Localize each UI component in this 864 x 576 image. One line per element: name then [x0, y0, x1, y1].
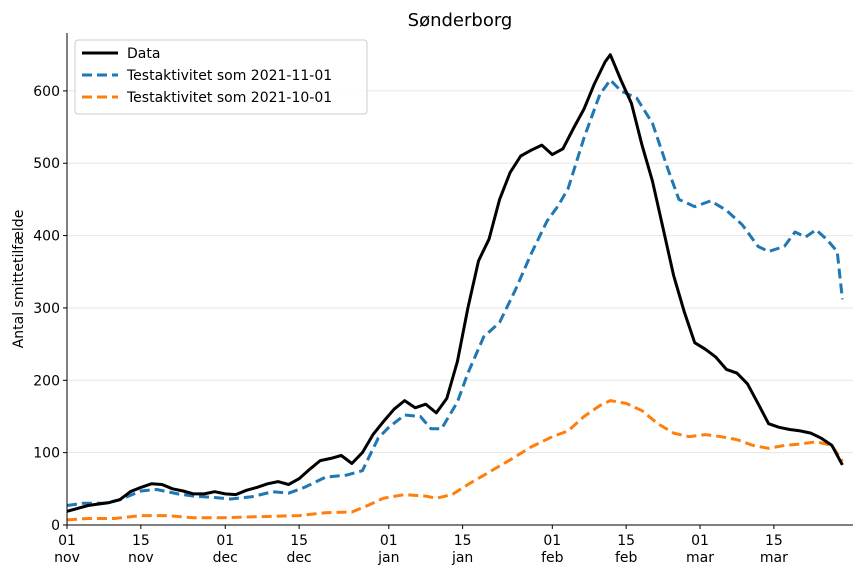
x-tick-label-month: dec	[287, 550, 312, 566]
x-tick-label-month: jan	[377, 550, 399, 566]
x-tick-label-month: nov	[54, 550, 80, 566]
series-line-2	[66, 399, 844, 522]
y-tick-label: 400	[33, 229, 60, 245]
y-axis-ticks: 0 100 200 300 400 500 600	[33, 84, 67, 534]
y-tick-label: 600	[33, 84, 60, 100]
series-line-1	[66, 78, 844, 507]
x-tick-label-day: 15	[765, 533, 783, 549]
series-line-0	[66, 53, 844, 513]
legend: Data Testaktivitet som 2021-11-01 Testakti…	[74, 39, 368, 115]
x-tick-label-day: 15	[454, 533, 472, 549]
x-tick-label-month: nov	[128, 550, 154, 566]
x-tick-label-month: dec	[213, 550, 238, 566]
legend-label-0: Data	[127, 46, 160, 62]
x-tick-label-day: 01	[58, 533, 76, 549]
x-tick-label-day: 15	[290, 533, 308, 549]
x-tick-label-day: 01	[543, 533, 561, 549]
x-tick-label-day: 15	[132, 533, 150, 549]
legend-frame	[74, 39, 368, 115]
legend-label-2: Testaktivitet som 2021-10-01	[126, 90, 332, 106]
x-tick-label-day: 15	[617, 533, 635, 549]
y-tick-label: 500	[33, 156, 60, 172]
x-tick-label-day: 01	[216, 533, 234, 549]
x-axis-ticks: 01nov15nov01dec15dec01jan15jan01feb15feb…	[54, 525, 788, 566]
y-tick-label: 100	[33, 446, 60, 462]
legend-label-1: Testaktivitet som 2021-11-01	[126, 68, 332, 84]
x-tick-label-month: jan	[451, 550, 473, 566]
grid-lines	[67, 90, 853, 526]
series-layer	[66, 53, 844, 522]
y-tick-label: 200	[33, 373, 60, 389]
chart-title: Sønderborg	[408, 10, 513, 31]
x-tick-label-month: feb	[541, 550, 564, 566]
y-tick-label: 0	[51, 518, 60, 534]
x-tick-label-day: 01	[691, 533, 709, 549]
x-tick-label-month: feb	[615, 550, 638, 566]
x-tick-label-month: mar	[760, 550, 788, 566]
y-axis-label: Antal smittetilfælde	[11, 210, 27, 349]
x-tick-label-day: 01	[380, 533, 398, 549]
x-tick-label-month: mar	[686, 550, 714, 566]
y-tick-label: 300	[33, 301, 60, 317]
